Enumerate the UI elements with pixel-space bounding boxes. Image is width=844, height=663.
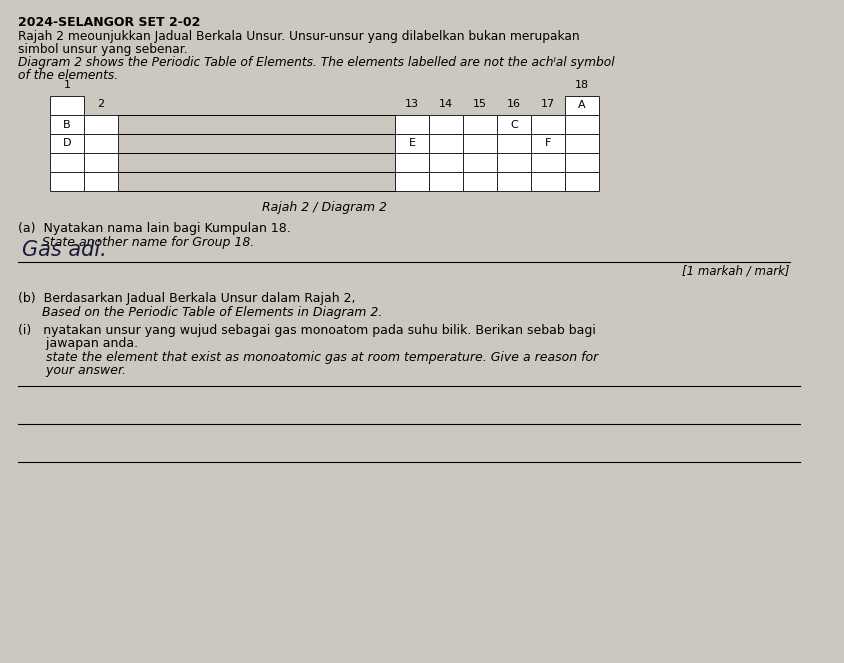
Text: 16: 16 [507, 99, 521, 109]
Bar [84, 115, 118, 134]
Bar [84, 134, 118, 153]
Text: 15: 15 [473, 99, 487, 109]
Bar [565, 172, 599, 191]
Text: F: F [545, 139, 551, 149]
Text: 2024-SELANGOR SET 2-02: 2024-SELANGOR SET 2-02 [18, 16, 200, 29]
Bar [50, 172, 84, 191]
Text: 17: 17 [541, 99, 555, 109]
Text: Rajah 2 / Diagram 2: Rajah 2 / Diagram 2 [262, 201, 387, 214]
Bar [565, 134, 599, 153]
Bar [463, 153, 497, 172]
Text: 18: 18 [575, 80, 589, 90]
Bar [395, 172, 429, 191]
Text: (b)  Berdasarkan Jadual Berkala Unsur dalam Rajah 2,: (b) Berdasarkan Jadual Berkala Unsur dal… [18, 292, 355, 305]
Text: your answer.: your answer. [18, 364, 126, 377]
Text: (i)   nyatakan unsur yang wujud sebagai gas monoatom pada suhu bilik. Berikan se: (i) nyatakan unsur yang wujud sebagai ga… [18, 324, 596, 337]
Bar [429, 115, 463, 134]
Text: [1 markah / mark]: [1 markah / mark] [683, 264, 790, 277]
Text: A: A [578, 101, 586, 111]
Text: simbol unsur yang sebenar.: simbol unsur yang sebenar. [18, 43, 187, 56]
Bar [497, 115, 531, 134]
Text: E: E [408, 139, 415, 149]
Text: D: D [62, 139, 71, 149]
Text: State another name for Group 18.: State another name for Group 18. [18, 236, 254, 249]
Text: 1: 1 [63, 80, 71, 90]
Bar [429, 134, 463, 153]
Text: of the elements.: of the elements. [18, 69, 118, 82]
Bar [497, 172, 531, 191]
Text: state the element that exist as monoatomic gas at room temperature. Give a reaso: state the element that exist as monoatom… [18, 351, 598, 364]
Bar [531, 134, 565, 153]
Bar [395, 115, 429, 134]
Text: (a)  Nyatakan nama lain bagi Kumpulan 18.: (a) Nyatakan nama lain bagi Kumpulan 18. [18, 222, 290, 235]
Text: Diagram 2 shows the Periodic Table of Elements. The elements labelled are not th: Diagram 2 shows the Periodic Table of El… [18, 56, 614, 69]
Text: C: C [510, 119, 518, 129]
Bar [50, 153, 84, 172]
Bar [50, 115, 84, 134]
Bar [463, 172, 497, 191]
Bar [497, 134, 531, 153]
Text: jawapan anda.: jawapan anda. [18, 337, 138, 350]
Bar [497, 153, 531, 172]
Bar [531, 153, 565, 172]
Text: Gas adi.: Gas adi. [22, 240, 106, 260]
Bar [84, 153, 118, 172]
Text: B: B [63, 119, 71, 129]
Bar [429, 153, 463, 172]
Bar [565, 115, 599, 134]
Bar [395, 153, 429, 172]
Text: Based on the Periodic Table of Elements in Diagram 2.: Based on the Periodic Table of Elements … [18, 306, 382, 319]
Text: 13: 13 [405, 99, 419, 109]
Bar [50, 134, 84, 153]
Bar [565, 96, 599, 115]
Bar [463, 134, 497, 153]
Bar [395, 134, 429, 153]
Bar [50, 96, 84, 115]
Bar [531, 172, 565, 191]
Bar [531, 115, 565, 134]
Text: Rajah 2 meounjukkan Jadual Berkala Unsur. Unsur-unsur yang dilabelkan bukan meru: Rajah 2 meounjukkan Jadual Berkala Unsur… [18, 30, 580, 43]
Bar [565, 153, 599, 172]
Bar [84, 172, 118, 191]
Text: 14: 14 [439, 99, 453, 109]
Bar [463, 115, 497, 134]
Bar [429, 172, 463, 191]
Text: 2: 2 [97, 99, 105, 109]
